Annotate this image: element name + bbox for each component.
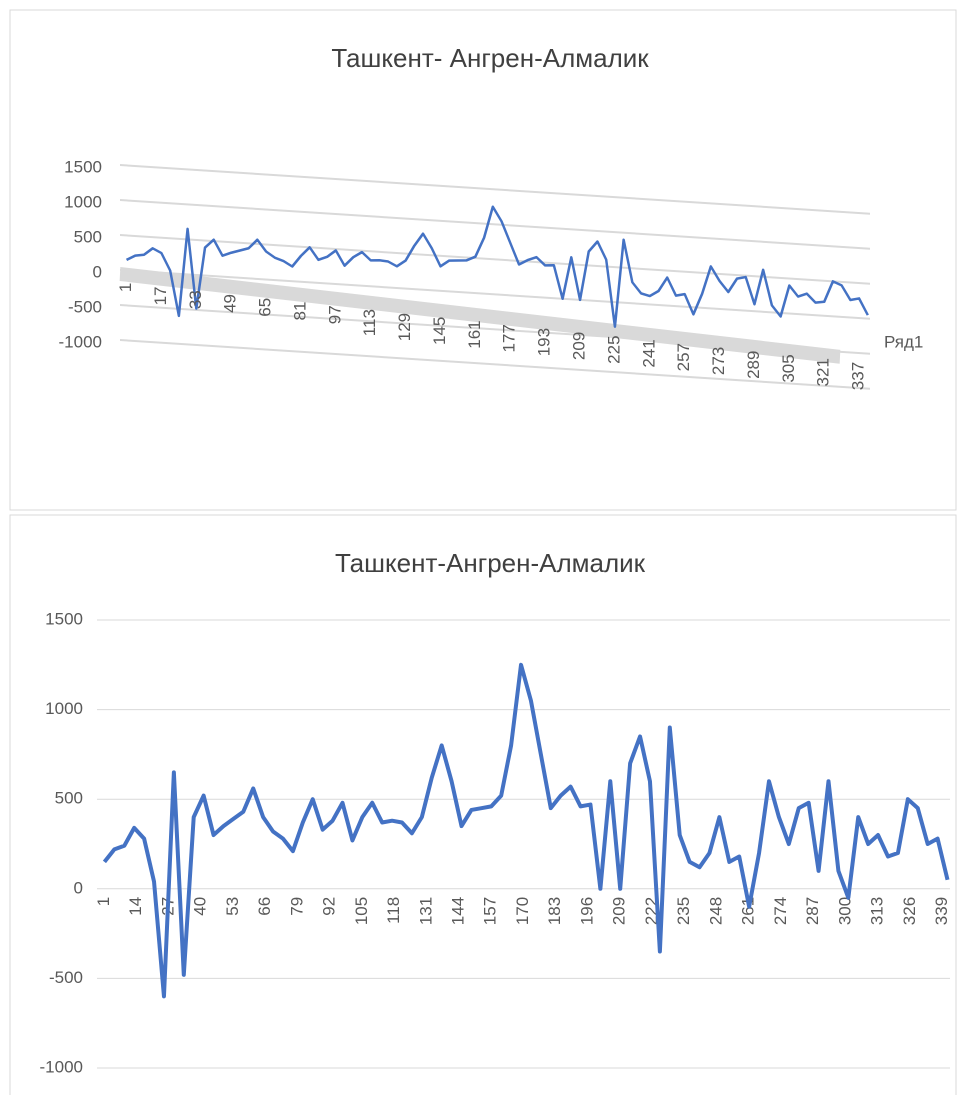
x-tick-label: 145 [430,317,449,345]
top-panel [9,9,957,511]
x-tick-label: 65 [256,298,275,317]
y-tick-label: -500 [68,297,102,316]
y-tick-label: 0 [74,878,83,897]
bottom-panel [9,514,957,1098]
y-tick-label: 1000 [45,699,83,718]
y-tick-label: -1000 [59,332,102,351]
floor-band [119,267,841,364]
x-tick-label: 53 [223,897,242,916]
x-tick-label: 66 [255,897,274,916]
x-tick-label: 40 [191,897,210,916]
x-tick-label: 337 [849,362,868,390]
x-tick-label: 193 [535,328,554,356]
x-tick-label: 261 [739,897,758,925]
x-tick-label: 300 [835,897,854,925]
x-tick-label: 326 [900,897,919,925]
x-tick-label: 339 [932,897,951,925]
y-tick-label: 1000 [64,192,102,211]
x-tick-label: 257 [674,343,693,371]
y-tick-label: -500 [49,968,83,987]
x-tick-label: 1 [116,283,135,292]
grid-line [120,339,870,390]
x-tick-label: 105 [352,897,371,925]
y-tick-label: 1500 [64,157,102,176]
y-tick-label: -1000 [40,1057,83,1076]
x-tick-label: 129 [395,313,414,341]
x-tick-label: 33 [186,290,205,309]
legend-label: Ряд1 [884,332,923,351]
x-tick-label: 14 [126,897,145,916]
x-tick-label: 305 [779,354,798,382]
x-tick-label: 170 [513,897,532,925]
y-tick-label: 500 [74,227,102,246]
x-tick-label: 113 [360,309,379,336]
x-tick-label: 209 [570,332,589,360]
x-tick-label: 92 [320,897,339,916]
grid-line [120,269,870,320]
x-tick-label: 49 [221,294,240,313]
x-tick-label: 274 [771,897,790,925]
x-tick-label: 79 [287,897,306,916]
x-tick-label: 273 [709,347,728,375]
x-tick-label: 161 [465,320,484,348]
data-line [102,662,950,999]
x-tick-label: 131 [416,897,435,925]
x-tick-label: 225 [604,335,623,363]
x-tick-label: 1 [94,897,113,906]
chart-title: Ташкент-Ангрен-Алмалик [335,548,646,578]
x-tick-label: 235 [674,897,693,925]
y-tick-label: 1500 [45,609,83,628]
grid-line [120,164,870,215]
grid-line [120,234,870,285]
x-tick-label: 248 [706,897,725,925]
perspective-plot [119,164,870,390]
x-tick-label: 144 [449,897,468,925]
x-tick-label: 241 [639,339,658,367]
y-tick-label: 0 [93,262,102,281]
x-tick-label: 209 [610,897,629,925]
chart-title: Ташкент- Ангрен-Алмалик [331,43,649,73]
x-tick-label: 321 [814,358,833,386]
grid-line [120,199,870,250]
x-tick-label: 157 [481,897,500,925]
x-tick-label: 183 [545,897,564,925]
x-tick-label: 81 [290,302,309,321]
x-tick-label: 289 [744,351,763,379]
y-tick-label: 500 [55,789,83,808]
x-tick-label: 118 [384,897,403,924]
x-tick-label: 17 [151,286,170,305]
x-tick-label: 313 [868,897,887,925]
x-tick-label: 287 [803,897,822,925]
x-tick-label: 177 [500,324,519,352]
x-tick-label: 97 [325,305,344,324]
x-tick-label: 196 [577,897,596,925]
data-line [125,205,869,328]
